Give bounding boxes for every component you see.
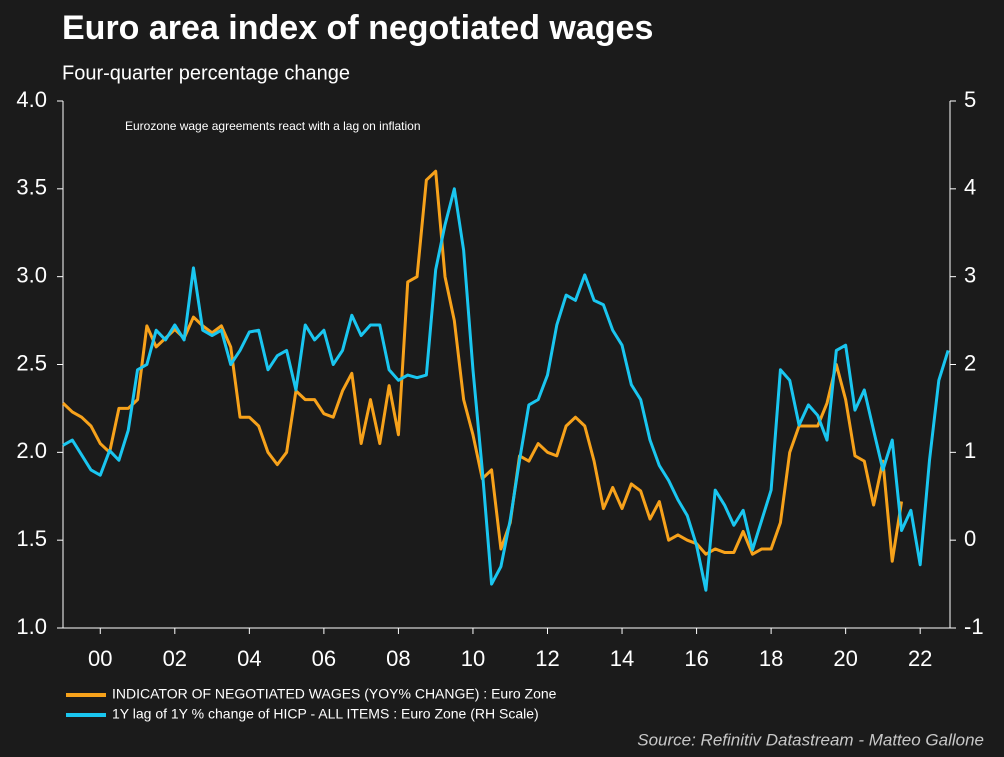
x-tick-label: 14 [610,646,634,671]
chart-subtitle: Four-quarter percentage change [62,62,350,84]
x-tick-label: 00 [88,646,112,671]
x-tick-label: 10 [461,646,485,671]
y-tick-label: 4.0 [16,87,47,112]
legend-label: 1Y lag of 1Y % change of HICP - ALL ITEM… [112,706,539,722]
legend-label: INDICATOR OF NEGOTIATED WAGES (YOY% CHAN… [112,686,557,702]
y-tick-label: 2.5 [16,350,47,375]
source: Source: Refinitiv Datastream - Matteo Ga… [637,730,984,749]
y2-tick-label: 5 [964,87,976,112]
y2-tick-label: 2 [964,350,976,375]
y-tick-label: 3.5 [16,175,47,200]
x-tick-label: 22 [908,646,932,671]
x-tick-label: 02 [163,646,187,671]
y2-tick-label: 0 [964,526,976,551]
y-tick-label: 1.5 [16,526,47,551]
x-tick-label: 12 [535,646,559,671]
x-tick-label: 20 [833,646,857,671]
y2-tick-label: 3 [964,262,976,287]
x-tick-label: 08 [386,646,410,671]
x-tick-label: 06 [312,646,336,671]
y-tick-label: 1.0 [16,614,47,639]
y2-tick-label: -1 [964,614,984,639]
y-tick-label: 3.0 [16,262,47,287]
annotation: Eurozone wage agreements react with a la… [125,119,421,133]
x-tick-label: 18 [759,646,783,671]
y-tick-label: 2.0 [16,438,47,463]
x-tick-label: 16 [684,646,708,671]
series-line [62,187,950,592]
x-tick-label: 04 [237,646,261,671]
y2-tick-label: 1 [964,438,976,463]
chart-title: Euro area index of negotiated wages [62,9,653,47]
y2-tick-label: 4 [964,175,976,200]
